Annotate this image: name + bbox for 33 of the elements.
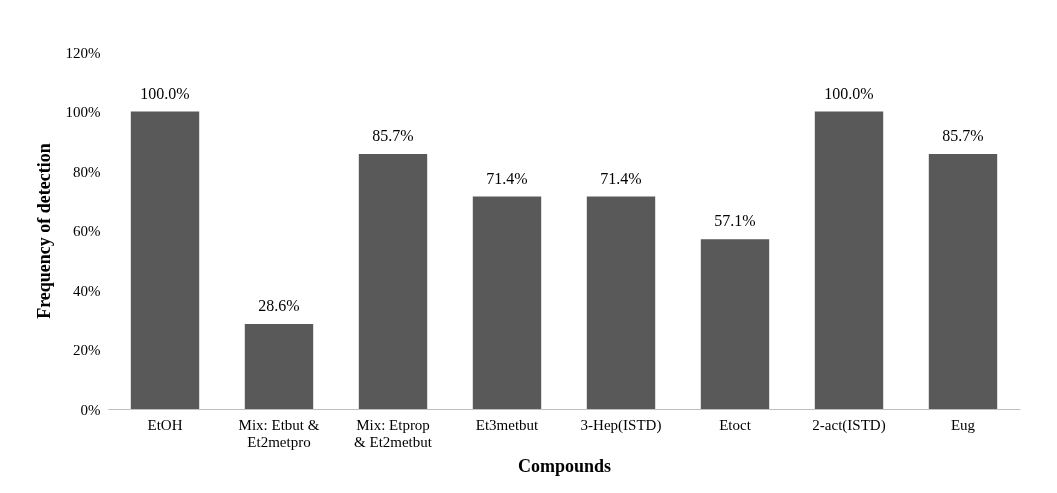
y-tick-label: 0% <box>80 401 101 418</box>
data-label: 85.7% <box>372 127 414 145</box>
y-axis-title: Frequency of detection <box>33 143 54 319</box>
x-tick-label: Mix: Etbut & Et2metpro <box>238 416 320 450</box>
y-tick-label: 120% <box>65 44 101 61</box>
x-tick-label: 3-Hep(ISTD) <box>580 416 662 434</box>
x-tick-label: Mix: Etprop & Et2metbut <box>354 416 433 450</box>
x-tick-label: Eug <box>950 416 976 433</box>
y-tick-label: 80% <box>73 163 101 180</box>
x-tick-label: Et3metbut <box>475 416 540 433</box>
bar <box>130 111 200 409</box>
x-axis-title: Compounds <box>517 455 612 476</box>
y-tick-label: 40% <box>73 282 101 299</box>
y-tick-label: 100% <box>65 104 101 120</box>
bar <box>244 323 314 409</box>
bar <box>700 239 770 409</box>
data-label: 100.0% <box>824 84 874 102</box>
bar <box>358 154 428 409</box>
x-tick-label: EtOH <box>147 416 183 433</box>
data-label: 100.0% <box>140 84 190 102</box>
data-label: 28.6% <box>258 296 300 314</box>
y-tick-label: 20% <box>73 342 101 358</box>
bar <box>928 154 998 409</box>
data-label: 71.4% <box>600 169 642 187</box>
data-label: 85.7% <box>942 127 984 145</box>
data-label: 71.4% <box>486 169 528 187</box>
data-label: 57.1% <box>714 212 756 230</box>
bar <box>814 111 884 409</box>
bar <box>472 196 542 409</box>
y-tick-label: 60% <box>73 223 101 239</box>
x-tick-label: Etoct <box>719 416 752 433</box>
bar <box>586 196 656 409</box>
x-tick-label: 2-act(ISTD) <box>812 416 886 434</box>
